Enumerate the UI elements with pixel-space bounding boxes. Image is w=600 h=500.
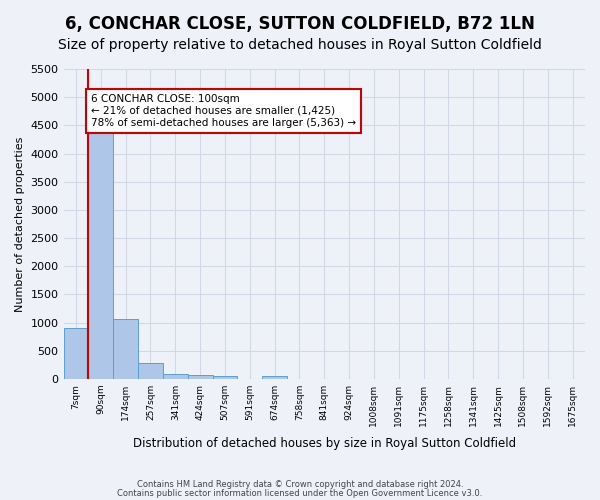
Bar (113, 319, 138, 379)
Text: Size of property relative to detached houses in Royal Sutton Coldfield: Size of property relative to detached ho… (58, 38, 542, 52)
Bar (138, 364, 163, 379)
Bar (188, 375, 212, 379)
Bar (64, 328, 88, 379)
Text: Contains public sector information licensed under the Open Government Licence v3: Contains public sector information licen… (118, 488, 482, 498)
Y-axis label: Number of detached properties: Number of detached properties (15, 136, 25, 312)
Bar (163, 374, 188, 379)
Text: Contains HM Land Registry data © Crown copyright and database right 2024.: Contains HM Land Registry data © Crown c… (137, 480, 463, 489)
Bar (212, 376, 238, 379)
Bar (262, 376, 287, 379)
Bar (88, 123, 113, 379)
X-axis label: Distribution of detached houses by size in Royal Sutton Coldfield: Distribution of detached houses by size … (133, 437, 516, 450)
Text: 6 CONCHAR CLOSE: 100sqm
← 21% of detached houses are smaller (1,425)
78% of semi: 6 CONCHAR CLOSE: 100sqm ← 21% of detache… (91, 94, 356, 128)
Text: 6, CONCHAR CLOSE, SUTTON COLDFIELD, B72 1LN: 6, CONCHAR CLOSE, SUTTON COLDFIELD, B72 … (65, 15, 535, 33)
